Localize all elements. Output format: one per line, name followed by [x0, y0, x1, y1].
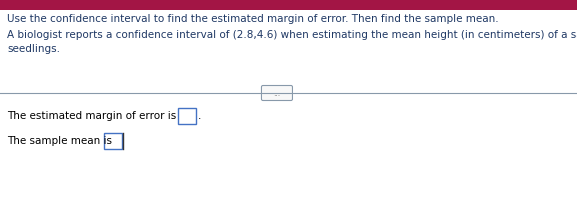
- FancyBboxPatch shape: [261, 85, 293, 100]
- Text: The sample mean is: The sample mean is: [7, 136, 112, 146]
- Text: A biologist reports a confidence interval of (2.8,4.6) when estimating the mean : A biologist reports a confidence interva…: [7, 30, 577, 40]
- Text: The estimated margin of error is: The estimated margin of error is: [7, 111, 176, 121]
- Text: Use the confidence interval to find the estimated margin of error. Then find the: Use the confidence interval to find the …: [7, 14, 499, 24]
- Text: .: .: [198, 111, 201, 121]
- Bar: [178, 108, 196, 124]
- Bar: [104, 133, 122, 149]
- Text: seedlings.: seedlings.: [7, 44, 60, 54]
- Bar: [0, 0, 577, 10]
- Text: ...: ...: [273, 88, 280, 98]
